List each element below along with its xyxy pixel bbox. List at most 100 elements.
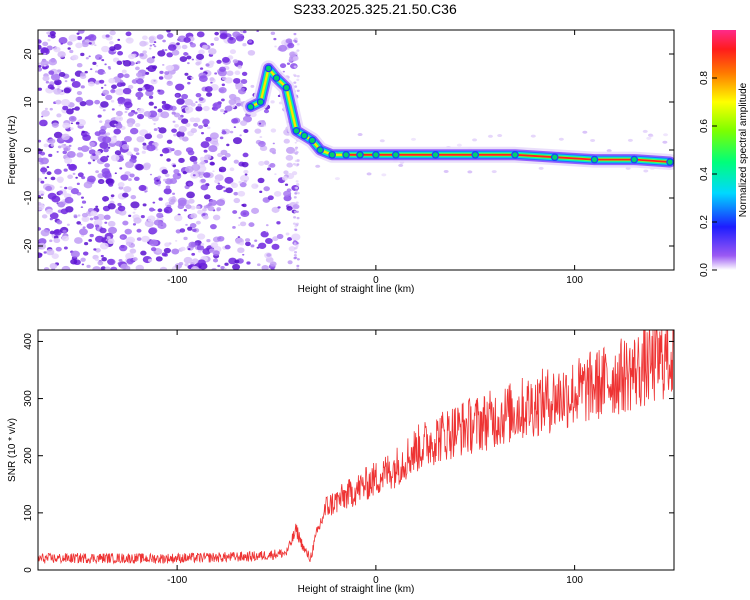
noise-speckle (44, 177, 48, 179)
noise-speckle (124, 228, 132, 235)
noise-speckle (116, 82, 123, 88)
noise-speckle (221, 83, 226, 87)
noise-speckle (137, 113, 145, 120)
noise-speckle (94, 248, 101, 253)
noise-speckle (61, 99, 71, 107)
noise-speckle (232, 210, 238, 214)
noise-speckle (295, 180, 299, 183)
noise-speckle (222, 186, 225, 189)
noise-speckle (203, 172, 211, 178)
noise-speckle (157, 108, 163, 113)
noise-speckle (201, 44, 208, 50)
top-x-tick-label: -100 (167, 275, 187, 286)
noise-speckle (237, 65, 243, 69)
noise-speckle (122, 220, 129, 226)
noise-speckle (238, 180, 242, 184)
noise-speckle (198, 124, 204, 129)
noise-speckle (133, 147, 140, 152)
noise-speckle (157, 183, 161, 187)
noise-speckle (132, 223, 137, 226)
noise-speckle (103, 71, 106, 74)
noise-speckle (240, 210, 250, 218)
noise-speckle (38, 44, 42, 50)
noise-speckle (295, 189, 299, 192)
noise-speckle (46, 248, 55, 256)
noise-speckle (206, 238, 211, 243)
signal-point (272, 74, 281, 82)
noise-speckle (293, 74, 297, 78)
noise-speckle (76, 32, 80, 35)
snr-plot (38, 330, 674, 565)
noise-speckle (83, 181, 93, 189)
noise-speckle (171, 248, 180, 255)
noise-speckle (239, 120, 248, 126)
noise-speckle (334, 177, 340, 181)
noise-speckle (175, 94, 180, 98)
noise-speckle (251, 207, 260, 214)
noise-speckle (224, 110, 228, 113)
noise-speckle (141, 235, 150, 243)
noise-speckle (204, 154, 212, 160)
noise-speckle (157, 208, 163, 213)
noise-speckle (187, 248, 191, 251)
noise-speckle (223, 267, 227, 270)
noise-speckle (582, 130, 588, 134)
noise-speckle (265, 224, 269, 227)
noise-speckle (195, 101, 198, 104)
noise-speckle (95, 54, 103, 61)
noise-speckle (229, 167, 235, 172)
noise-speckle (62, 150, 68, 155)
bottom-x-tick-label: 0 (373, 575, 379, 586)
noise-speckle (212, 170, 215, 173)
noise-speckle (40, 47, 50, 56)
noise-speckle (38, 227, 42, 231)
noise-speckle (108, 182, 114, 187)
noise-speckle (189, 155, 198, 162)
noise-speckle (172, 192, 176, 195)
noise-speckle (60, 208, 69, 215)
noise-speckle (273, 190, 282, 197)
noise-speckle (239, 242, 245, 246)
noise-speckle (80, 52, 85, 57)
noise-speckle (148, 95, 154, 99)
noise-speckle (257, 177, 265, 184)
noise-speckle (487, 134, 493, 138)
noise-speckle (95, 205, 99, 208)
noise-speckle (295, 206, 299, 209)
noise-speckle (142, 142, 147, 146)
noise-speckle (175, 83, 185, 91)
noise-speckle (214, 72, 218, 75)
noise-speckle (208, 248, 215, 253)
noise-speckle (646, 136, 652, 140)
noise-speckle (148, 47, 152, 50)
noise-speckle (40, 180, 45, 184)
noise-speckle (259, 135, 263, 139)
noise-speckle (224, 262, 229, 266)
noise-speckle (120, 263, 129, 270)
noise-speckle (209, 161, 215, 166)
noise-speckle (41, 109, 50, 117)
noise-speckle (200, 184, 209, 191)
noise-speckle (71, 107, 75, 111)
noise-speckle (174, 263, 183, 269)
noise-speckle (38, 67, 43, 72)
noise-speckle (196, 244, 205, 251)
noise-speckle (166, 139, 173, 144)
noise-speckle (213, 37, 220, 42)
noise-speckle (237, 190, 246, 197)
noise-speckle (134, 111, 138, 115)
noise-speckle (77, 30, 85, 34)
snr-frame (37, 329, 675, 571)
noise-speckle (195, 205, 201, 210)
noise-speckle (246, 261, 251, 265)
noise-speckle (100, 254, 104, 258)
noise-speckle (241, 161, 249, 168)
top-y-tick-label: -20 (23, 238, 34, 253)
noise-speckle (257, 263, 261, 267)
noise-speckle (66, 108, 74, 115)
top-y-tick-label: 20 (23, 48, 34, 60)
noise-speckle (98, 129, 106, 135)
noise-speckle (153, 106, 158, 109)
noise-speckle (110, 99, 115, 103)
noise-speckle (606, 149, 612, 153)
